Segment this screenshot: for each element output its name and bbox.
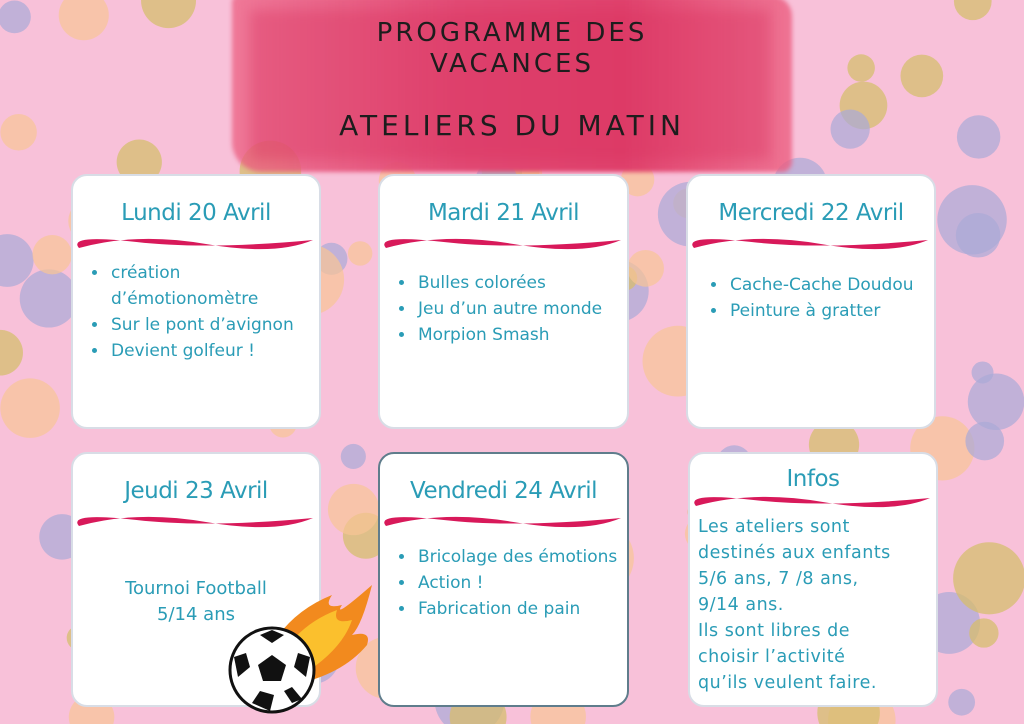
list-item: Bulles colorées: [416, 270, 621, 296]
day-card-vendredi: Vendredi 24 Avril Bricolage des émotions…: [378, 452, 629, 707]
bubble: [340, 443, 366, 470]
bubble: [971, 361, 994, 384]
bubble: [32, 234, 72, 275]
bubble: [141, 0, 196, 29]
list-item: Bricolage des émotions: [416, 544, 621, 570]
list-item: Devient golfeur !: [109, 338, 313, 364]
bubble: [965, 421, 1005, 461]
list-item: Cache-Cache Doudou: [728, 272, 914, 298]
bubble: [58, 0, 109, 41]
list-item: Jeu d’un autre monde: [416, 296, 621, 322]
bubble: [847, 54, 875, 82]
wave-divider: [384, 516, 622, 528]
bubble: [347, 241, 373, 266]
list-item: Morpion Smash: [416, 322, 621, 348]
bubble: [0, 0, 31, 34]
bubble: [969, 618, 999, 648]
bubble: [830, 109, 870, 149]
day-title: Lundi 20 Avril: [121, 200, 271, 226]
page-subtitle: ATELIERS DU MATIN: [339, 109, 685, 142]
wave-divider: [77, 516, 314, 528]
wave-divider: [694, 496, 931, 508]
wave-divider: [77, 238, 314, 250]
bubble: [953, 542, 1024, 615]
activity-list: Cache-Cache Doudou Peinture à gratter: [706, 272, 914, 324]
bubble: [627, 249, 664, 287]
soccer-ball-fire-icon: [228, 585, 372, 714]
bubble: [116, 139, 162, 185]
day-card-mercredi: Mercredi 22 Avril Cache-Cache Doudou Pei…: [686, 174, 936, 429]
wave-divider: [692, 238, 929, 250]
bubble: [900, 54, 944, 98]
day-title: Mardi 21 Avril: [427, 200, 580, 226]
wave-divider: [384, 238, 622, 250]
day-title: Vendredi 24 Avril: [410, 478, 598, 504]
activity-list: Bulles colorées Jeu d’un autre monde Mor…: [394, 270, 621, 348]
bubble: [948, 688, 976, 716]
bubble: [0, 234, 34, 287]
activity-text: Tournoi Football 5/14 ans: [125, 578, 267, 625]
bubble: [0, 114, 37, 151]
bubble: [956, 115, 1001, 159]
list-item: création d’émotionomètre: [109, 260, 313, 312]
bubble: [953, 0, 992, 21]
bubble: [19, 269, 78, 328]
infos-title: Infos: [786, 466, 840, 492]
activity-list: Bricolage des émotions Action ! Fabricat…: [394, 544, 621, 622]
bubble: [0, 378, 60, 438]
activity-list: création d’émotionomètre Sur le pont d’a…: [87, 260, 313, 364]
list-item: Peinture à gratter: [728, 298, 914, 324]
bubble: [327, 483, 380, 536]
infos-card: Infos Les ateliers sont destinés aux enfa…: [688, 452, 938, 707]
header-brush-stroke: [232, 0, 792, 172]
bubble: [0, 329, 23, 376]
list-item: Fabrication de pain: [416, 596, 621, 622]
day-title: Mercredi 22 Avril: [718, 200, 904, 226]
list-item: Action !: [416, 570, 621, 596]
infos-text: Les ateliers sont destinés aux enfants 5/6…: [698, 517, 891, 693]
bubble: [937, 185, 1007, 255]
day-title: Jeudi 23 Avril: [124, 478, 268, 504]
bubble: [967, 373, 1024, 431]
page-title: PROGRAMME DES VACANCES: [376, 18, 648, 79]
day-card-lundi: Lundi 20 Avril création d’émotionomètre …: [71, 174, 321, 429]
list-item: Sur le pont d’avignon: [109, 312, 313, 338]
day-card-mardi: Mardi 21 Avril Bulles colorées Jeu d’un …: [378, 174, 629, 429]
